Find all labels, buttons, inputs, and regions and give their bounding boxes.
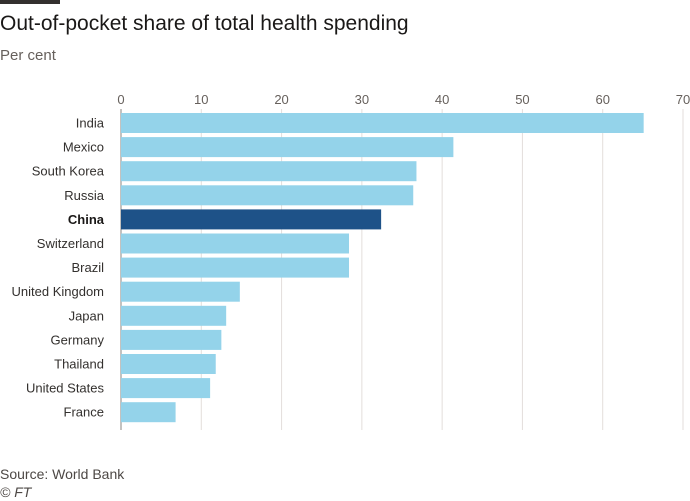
x-tick-label-20: 20 bbox=[274, 92, 288, 107]
bar-france bbox=[121, 402, 176, 423]
category-label-south-korea: South Korea bbox=[32, 164, 105, 179]
bar-russia bbox=[121, 185, 414, 206]
bar-japan bbox=[121, 305, 227, 326]
bar-thailand bbox=[121, 354, 216, 374]
category-label-china: China bbox=[68, 212, 105, 227]
x-axis-ticks: 0 10 20 30 40 50 60 70 bbox=[117, 92, 690, 107]
category-label-united-kingdom: United Kingdom bbox=[12, 284, 105, 299]
category-label-russia: Russia bbox=[64, 188, 105, 203]
x-tick-label-50: 50 bbox=[515, 92, 529, 107]
category-label-mexico: Mexico bbox=[63, 140, 104, 155]
source-note: Source: World Bank bbox=[0, 466, 125, 482]
category-label-japan: Japan bbox=[69, 308, 104, 323]
bar-germany bbox=[121, 329, 222, 350]
x-tick-label-60: 60 bbox=[595, 92, 609, 107]
category-label-brazil: Brazil bbox=[71, 260, 104, 275]
x-tick-label-70: 70 bbox=[676, 92, 690, 107]
bar-united-kingdom bbox=[121, 281, 240, 302]
chart-subtitle: Per cent bbox=[0, 47, 56, 64]
category-label-thailand: Thailand bbox=[54, 357, 104, 372]
x-tick-label-40: 40 bbox=[435, 92, 449, 107]
category-label-united-states: United States bbox=[26, 381, 105, 396]
copyright-credit: © FT bbox=[0, 484, 32, 500]
bar-united-states bbox=[121, 378, 211, 399]
bar-chart: 0 10 20 30 40 50 60 70 India Mexico South Korea Ru… bbox=[12, 92, 690, 430]
category-label-germany: Germany bbox=[51, 332, 105, 347]
bar-brazil bbox=[121, 257, 350, 278]
category-labels: India Mexico South Korea Russia China Switzer… bbox=[12, 116, 105, 420]
bar-china bbox=[121, 209, 382, 230]
bar-south-korea bbox=[121, 161, 417, 182]
x-tick-label-0: 0 bbox=[117, 92, 124, 107]
top-rule bbox=[0, 0, 60, 4]
x-tick-label-10: 10 bbox=[194, 92, 208, 107]
x-tick-label-30: 30 bbox=[355, 92, 369, 107]
category-label-india: India bbox=[76, 116, 105, 131]
bar-switzerland bbox=[121, 233, 350, 254]
bar-india bbox=[121, 113, 644, 133]
category-label-switzerland: Switzerland bbox=[37, 236, 104, 251]
bars bbox=[121, 113, 644, 423]
category-label-france: France bbox=[64, 405, 104, 420]
bar-mexico bbox=[121, 137, 454, 158]
chart-title: Out-of-pocket share of total health spen… bbox=[0, 12, 409, 35]
